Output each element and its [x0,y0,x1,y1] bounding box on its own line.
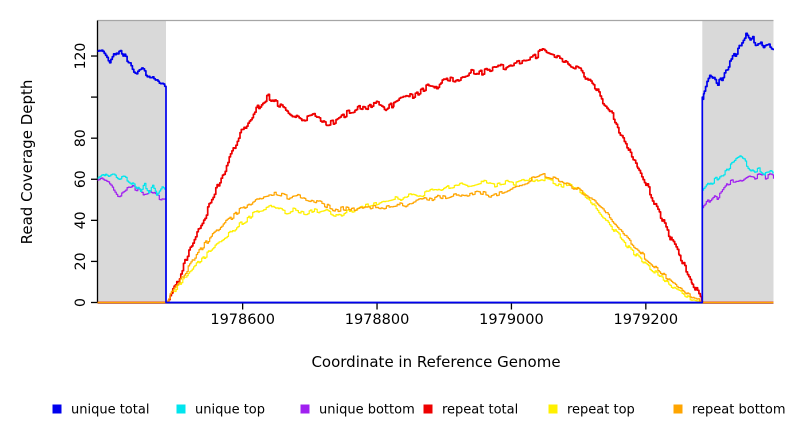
legend-label: repeat bottom [692,403,786,418]
legend-swatch [423,404,433,414]
legend-label: unique bottom [319,403,415,418]
legend-item-unique-top: unique top [176,403,265,418]
legend-swatch [673,404,683,414]
legend-item-repeat-top: repeat top [548,403,635,418]
legend-item-unique-bottom: unique bottom [300,403,415,418]
legend-label: unique top [195,403,265,418]
series-line-unique-total [97,32,774,304]
series-line-repeat-top [97,177,774,304]
y-tick-label: 60 [73,170,89,188]
y-axis-title: Read Coverage Depth [18,80,36,245]
y-tick-label: 0 [73,298,89,307]
legend-swatch [300,404,310,414]
legend-swatch [52,404,62,414]
series-lines [97,32,774,304]
legend: unique total unique top unique bottom repea… [52,403,786,418]
legend-item-repeat-total: repeat total [423,403,518,418]
x-tick-label: 1978800 [345,312,410,328]
shaded-region [702,21,774,303]
x-axis-title: Coordinate in Reference Genome [311,353,560,371]
legend-item-unique-total: unique total [52,403,149,418]
legend-label: repeat top [567,403,635,418]
x-tick-label: 1979000 [479,312,544,328]
legend-label: unique total [71,403,149,418]
series-line-repeat-total [97,47,774,304]
y-tick-label: 20 [73,253,89,271]
legend-swatch [548,404,558,414]
shaded-flank-regions [97,19,774,303]
y-tick-label: 40 [73,211,89,229]
legend-label: repeat total [442,403,518,418]
legend-swatch [176,404,186,414]
series-line-repeat-bottom [97,173,774,304]
y-tick-label: 120 [73,43,89,70]
x-tick-label: 1978600 [210,312,275,328]
x-tick-label: 1979200 [614,312,679,328]
legend-item-repeat-bottom: repeat bottom [673,403,786,418]
y-tick-label: 80 [73,129,89,147]
